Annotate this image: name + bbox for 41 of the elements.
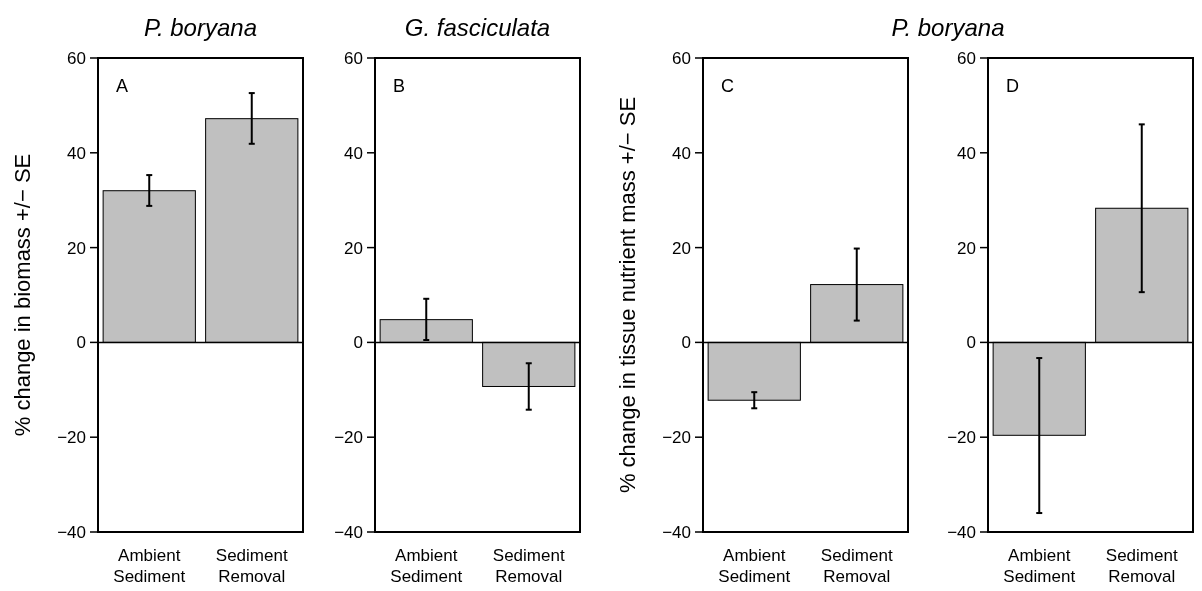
y-tick-label: −40 <box>334 522 363 542</box>
y-tick-label: 60 <box>672 48 691 68</box>
y-tick-label: 40 <box>67 143 86 163</box>
x-tick-label: Ambient Sediment <box>113 546 186 586</box>
y-tick-label: 40 <box>672 143 691 163</box>
y-tick-label: 20 <box>67 238 86 258</box>
y-tick-label: −20 <box>947 428 976 448</box>
annotation: A <box>116 76 129 96</box>
y-axis-title: % change in biomass +/− SE <box>10 153 35 437</box>
y-tick-label: 0 <box>353 333 363 353</box>
y-tick-label: 40 <box>344 143 363 163</box>
y-tick-label: −20 <box>57 428 86 448</box>
x-tick-label: Sediment Removal <box>1105 546 1178 586</box>
y-tick-label: 40 <box>957 143 976 163</box>
y-tick-label: −20 <box>334 428 363 448</box>
x-tick-label: Sediment Removal <box>820 546 893 586</box>
y-tick-label: 60 <box>67 48 86 68</box>
annotation: D <box>1006 76 1019 96</box>
y-tick-label: −40 <box>57 522 86 542</box>
y-tick-label: 0 <box>966 333 976 353</box>
chart-title: P. boryana <box>144 14 257 41</box>
annotation: C <box>721 76 734 96</box>
y-tick-label: 60 <box>344 48 363 68</box>
x-tick-label: Ambient Sediment <box>390 546 463 586</box>
x-tick-label: Ambient Sediment <box>1003 546 1076 586</box>
y-tick-label: −40 <box>662 522 691 542</box>
chart-title: P. boryana <box>891 14 1005 41</box>
y-tick-label: 20 <box>672 238 691 258</box>
y-tick-label: 0 <box>681 333 691 353</box>
x-tick-label: Ambient Sediment <box>718 546 791 586</box>
chart-title: G. fasciculata <box>404 14 551 41</box>
y-tick-label: 20 <box>344 238 363 258</box>
y-tick-label: 0 <box>76 333 86 353</box>
y-tick-label: −20 <box>662 428 691 448</box>
annotation: B <box>393 76 406 96</box>
y-tick-label: 60 <box>957 48 976 68</box>
x-tick-label: Sediment Removal <box>492 546 565 586</box>
x-tick-label: Sediment Removal <box>215 546 288 586</box>
y-tick-label: 20 <box>957 238 976 258</box>
y-tick-label: −40 <box>947 522 976 542</box>
y-axis-title: % change in tissue nutrient mass +/− SE <box>615 96 640 494</box>
